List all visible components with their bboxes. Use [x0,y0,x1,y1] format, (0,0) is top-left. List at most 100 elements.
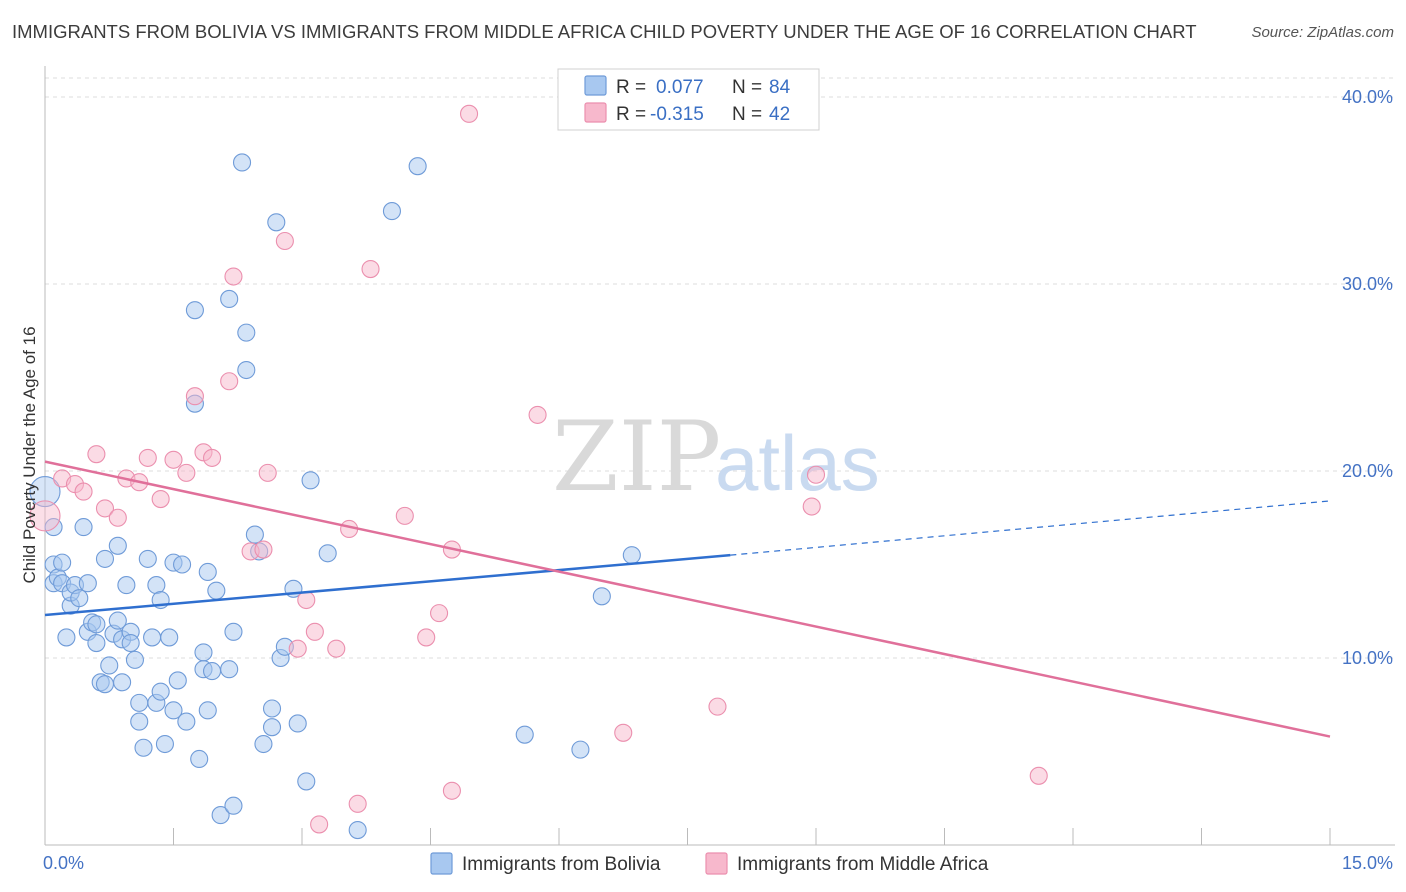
africa-point-37 [614,723,633,742]
bolivia-point-83 [622,546,641,565]
africa-point-3 [74,482,93,501]
bottom-legend-bolivia: Immigrants from Bolivia [462,854,661,875]
watermark: ZIP atlas [552,401,880,513]
africa-point-19 [254,540,273,559]
africa-point-33 [442,781,461,800]
bolivia-point-75 [301,471,320,490]
bolivia-point-14 [78,574,97,593]
bolivia-point-61 [232,153,252,172]
y-tick-label-3: 40.0% [1342,87,1393,107]
bolivia-point-16 [87,615,106,634]
bolivia-point-79 [408,157,427,176]
africa-point-35 [459,104,479,123]
trend-line-africa [44,460,1331,738]
legend-n-label-2: N = [732,104,762,125]
watermark-atlas: atlas [715,419,880,507]
bolivia-point-63 [237,323,256,342]
bolivia-point-27 [117,576,136,595]
bolivia-point-43 [164,701,183,720]
bolivia-point-60 [224,796,243,815]
watermark-zip: ZIP [552,401,721,513]
bolivia-point-40 [155,734,174,754]
bolivia-point-66 [254,734,273,754]
bolivia-point-53 [198,562,217,582]
africa-point-36 [528,405,547,424]
bolivia-point-73 [288,714,307,733]
series-africa-points [29,104,1048,834]
bottom-legend-swatch-africa [705,852,728,875]
bolivia-point-59 [224,622,243,641]
bolivia-point-7 [57,628,76,647]
bolivia-point-32 [130,712,149,731]
bolivia-point-23 [108,536,127,555]
africa-point-28 [348,794,367,813]
bolivia-point-20 [95,675,115,694]
legend-swatch-bolivia [584,75,607,96]
trend-line-bolivia [44,553,731,617]
africa-point-23 [297,590,316,610]
bolivia-point-58 [220,660,239,679]
y-axis-label: Child Poverty Under the Age of 16 [20,326,39,583]
x-tick-label-1: 15.0% [1342,853,1393,873]
africa-point-15 [203,448,222,467]
bolivia-point-64 [245,525,264,544]
bolivia-point-11 [70,589,89,608]
africa-point-6 [108,508,127,527]
bolivia-point-74 [297,772,316,791]
bolivia-point-46 [177,712,196,731]
bolivia-point-26 [113,673,132,692]
bolivia-point-44 [168,671,187,690]
trend-lines [44,460,1331,738]
legend-r-label-1: R = [616,77,646,98]
bolivia-point-52 [198,701,217,720]
africa-point-32 [430,604,449,623]
africa-point-17 [224,267,243,286]
africa-point-11 [164,450,183,469]
bolivia-point-55 [207,581,226,600]
legend-r-label-2: R = [616,104,646,125]
bolivia-point-81 [571,740,590,759]
bolivia-point-67 [262,699,282,718]
bolivia-point-45 [173,555,192,574]
bolivia-point-82 [592,587,611,606]
legend-n-label-1: N = [732,77,762,98]
bolivia-point-56 [211,806,230,825]
bolivia-point-29 [121,633,140,653]
africa-point-31 [417,628,436,647]
x-tick-label-0: 0.0% [43,853,84,873]
africa-point-10 [151,489,170,509]
legend-n-value-2: 42 [769,104,790,125]
bolivia-point-41 [160,628,179,647]
bolivia-point-34 [138,549,157,568]
source-label: Source: ZipAtlas.com [1251,24,1394,41]
africa-point-25 [310,815,329,834]
trend-line-bolivia-extended [730,500,1331,556]
bolivia-point-33 [134,738,153,757]
africa-point-12 [177,463,196,482]
y-tick-label-1: 20.0% [1342,461,1393,481]
bolivia-point-35 [143,628,162,647]
africa-point-26 [327,639,346,658]
africa-point-40 [802,497,821,516]
bolivia-point-50 [194,643,213,662]
bolivia-point-21 [100,656,119,675]
bolivia-point-19 [95,549,115,568]
bolivia-point-31 [130,693,149,712]
bolivia-point-24 [108,611,127,630]
bottom-legend: Immigrants from Bolivia Immigrants from … [430,852,989,875]
bolivia-point-39 [151,682,170,701]
africa-point-22 [288,639,307,658]
bolivia-point-77 [348,820,367,840]
africa-point-9 [138,448,157,467]
series-bolivia-points [29,153,641,840]
axes [44,66,1395,846]
y-tick-labels: 10.0% 20.0% 30.0% 40.0% [1342,87,1393,668]
bolivia-point-62 [237,360,256,380]
africa-point-13 [185,387,204,406]
bolivia-point-80 [515,725,534,744]
legend: R = 0.077 N = 84 R = -0.315 N = 42 [557,68,820,131]
africa-point-24 [305,622,324,641]
bottom-legend-africa: Immigrants from Middle Africa [737,854,989,875]
bolivia-point-47 [185,301,204,320]
